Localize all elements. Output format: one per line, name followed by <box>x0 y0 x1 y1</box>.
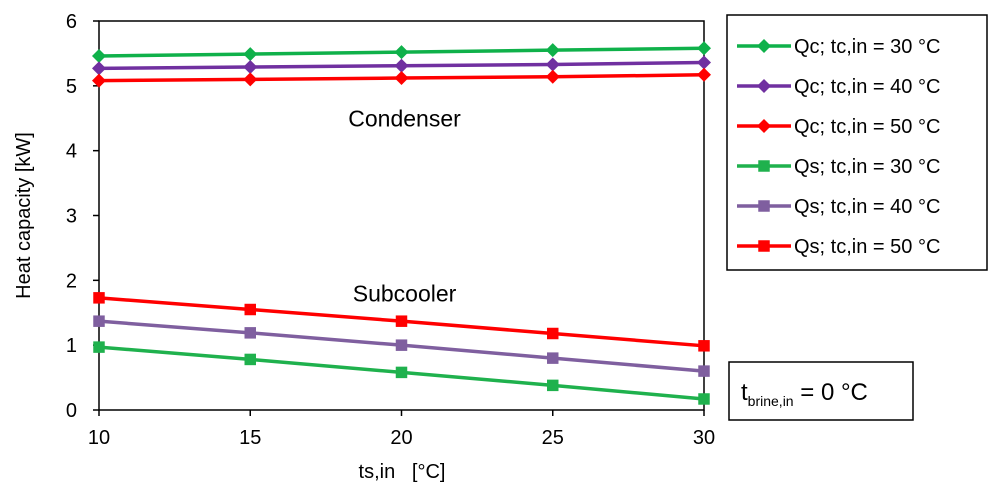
data-point <box>545 69 560 84</box>
series-1 <box>92 41 711 64</box>
data-point <box>244 303 256 316</box>
data-point <box>93 341 105 353</box>
y-tick-label: 6 <box>66 11 77 33</box>
legend-entry: Qc; tc,in = 30 °C <box>737 36 940 58</box>
data-point <box>243 47 258 62</box>
legend-marker <box>758 200 770 212</box>
x-tick-label: 10 <box>88 427 110 449</box>
legend-label: Qc; tc,in = 30 °C <box>794 36 940 58</box>
data-point <box>243 60 258 75</box>
data-point <box>92 61 106 76</box>
legend-marker <box>757 119 771 133</box>
data-point <box>545 57 560 72</box>
y-tick-label: 0 <box>66 400 77 422</box>
x-tick-label: 30 <box>693 427 715 449</box>
series-layer <box>92 41 711 405</box>
legend-marker <box>758 240 770 252</box>
condition-box: tbrine,in = 0 °C <box>728 361 914 421</box>
data-point <box>394 71 409 86</box>
y-tick-label: 4 <box>66 141 77 163</box>
series-4 <box>93 341 710 405</box>
legend-entry: Qs; tc,in = 40 °C <box>737 196 940 218</box>
data-point <box>697 55 711 70</box>
annotation-label: Subcooler <box>353 280 457 306</box>
x-tick-label: 20 <box>390 427 412 449</box>
axes: 0 1 2 3 4 5 6 10 15 20 25 30 ts,in [°C] Heat capacity… <box>13 11 715 483</box>
legend-marker <box>758 160 770 172</box>
legend-label: Qs; tc,in = 40 °C <box>794 196 940 218</box>
data-point <box>547 327 559 340</box>
y-tick-label: 5 <box>66 76 77 98</box>
data-point <box>395 315 408 327</box>
legend: Qc; tc,in = 30 °C Qc; tc,in = 40 °C Qc; tc… <box>726 14 988 271</box>
data-point <box>545 43 560 58</box>
data-point <box>394 58 409 73</box>
data-point <box>93 292 105 304</box>
data-point <box>395 366 408 379</box>
legend-entry: Qc; tc,in = 50 °C <box>737 116 940 138</box>
legend-entry: Qs; tc,in = 30 °C <box>737 156 940 178</box>
condition-label-subscript: brine,in <box>748 393 794 409</box>
data-point <box>547 352 559 364</box>
legend-label: Qc; tc,in = 40 °C <box>794 76 940 98</box>
data-point <box>697 67 711 82</box>
data-point <box>394 45 409 60</box>
x-axis-title: ts,in [°C] <box>359 461 446 483</box>
x-tick-label: 25 <box>542 427 564 449</box>
data-point <box>244 353 256 366</box>
annotation-label: Condenser <box>348 105 461 131</box>
y-axis-title: Heat capacity [kW] <box>13 132 35 299</box>
data-point <box>698 340 710 352</box>
y-tick-label: 3 <box>66 206 77 228</box>
series-3 <box>92 67 711 88</box>
legend-label: Qs; tc,in = 50 °C <box>794 236 940 258</box>
data-point <box>395 339 408 351</box>
data-point <box>244 327 256 339</box>
series-5 <box>93 315 710 377</box>
legend-entry: Qc; tc,in = 40 °C <box>737 76 940 98</box>
condition-label-main: t <box>741 379 748 406</box>
legend-label: Qc; tc,in = 50 °C <box>794 116 940 138</box>
data-point <box>92 73 106 88</box>
x-tick-label: 15 <box>239 427 261 449</box>
condition-box-frame <box>728 361 914 421</box>
series-2 <box>92 55 711 76</box>
legend-marker <box>757 39 771 53</box>
data-point <box>547 379 559 392</box>
legend-marker <box>757 79 771 93</box>
data-point <box>697 41 711 56</box>
data-point <box>243 72 258 87</box>
data-point <box>93 315 105 327</box>
legend-frame <box>726 14 988 271</box>
y-tick-label: 1 <box>66 335 77 357</box>
y-tick-label: 2 <box>66 270 77 292</box>
condition-label: tbrine,in = 0 °C <box>741 379 868 409</box>
data-point <box>92 49 106 64</box>
legend-entry: Qs; tc,in = 50 °C <box>737 236 940 258</box>
data-point <box>698 365 710 377</box>
annotations-layer: Condenser Subcooler <box>348 105 461 306</box>
data-point <box>698 393 710 405</box>
condition-label-rest: = 0 °C <box>794 379 868 406</box>
series-6 <box>93 292 710 352</box>
legend-label: Qs; tc,in = 30 °C <box>794 156 940 178</box>
